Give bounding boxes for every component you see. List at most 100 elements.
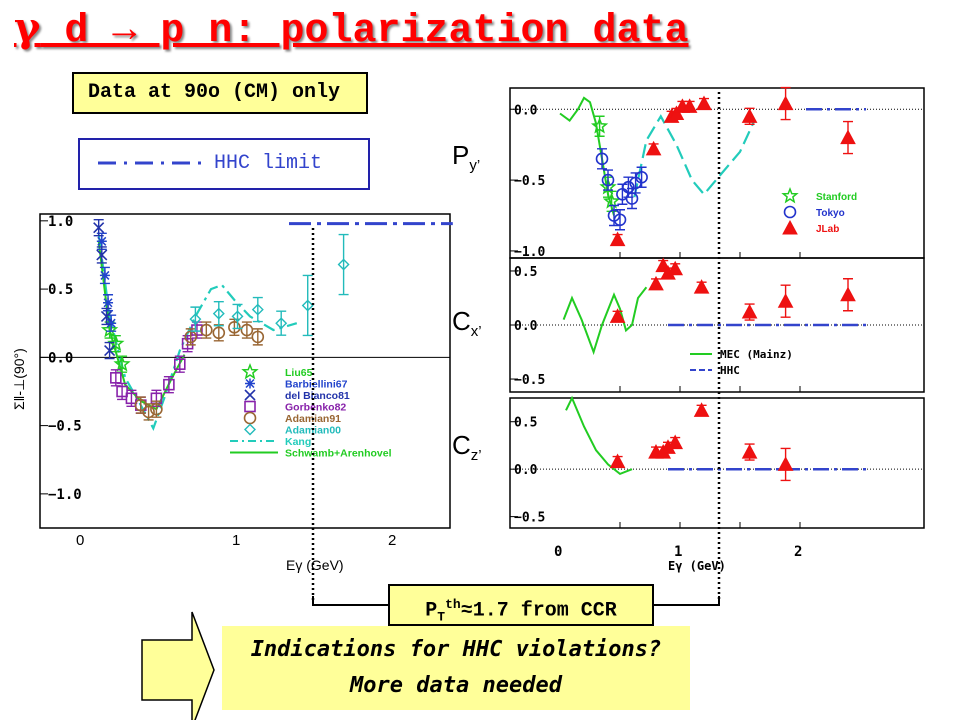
py-legend-marker bbox=[782, 219, 798, 235]
sigma-errbar bbox=[93, 218, 104, 237]
sigma-point bbox=[191, 324, 203, 336]
sigma-errbar bbox=[190, 306, 201, 332]
sigma-point bbox=[174, 358, 186, 370]
py-errbar bbox=[648, 143, 659, 155]
py-point bbox=[777, 95, 794, 111]
sigma-errbar bbox=[213, 324, 224, 342]
sigma-ytick-label: 1.0 bbox=[48, 214, 73, 230]
cz-ytick-label: 0.5 bbox=[514, 416, 537, 431]
sigma-errbar bbox=[213, 300, 224, 327]
py-errbar bbox=[744, 107, 755, 126]
sigma-point bbox=[100, 320, 119, 338]
cz-errbar bbox=[658, 446, 669, 458]
sigma-ytick-label: 0.0 bbox=[48, 350, 73, 366]
sigma-point bbox=[113, 355, 131, 372]
cx-legend-label: HHC bbox=[720, 364, 740, 377]
cx-errbar bbox=[670, 263, 681, 275]
sigma-legend-label: Adamian00 bbox=[285, 425, 341, 437]
cx-point bbox=[655, 257, 672, 273]
sigma-errbar bbox=[232, 303, 243, 330]
schwamb-curve bbox=[97, 241, 186, 411]
sigma-xtick-label: 0 bbox=[76, 532, 84, 549]
py-point bbox=[595, 152, 609, 166]
py-legend-marker bbox=[781, 186, 799, 204]
sigma-errbar bbox=[104, 321, 115, 339]
legend-marker bbox=[244, 400, 256, 413]
sigma-errbar bbox=[151, 400, 162, 418]
bracket-right bbox=[654, 596, 720, 606]
cz-point bbox=[655, 444, 672, 459]
cx-point bbox=[777, 293, 794, 308]
cz-point bbox=[660, 439, 676, 454]
sigma-point bbox=[189, 313, 202, 326]
sigma-legend-label: Adamian91 bbox=[285, 413, 341, 425]
sigma-xtick-label: 1 bbox=[232, 532, 240, 549]
cx-errbar bbox=[612, 310, 623, 323]
sigma-point bbox=[135, 399, 147, 411]
sigma-ylabel: Σ‖-⊥(90°) bbox=[11, 348, 27, 410]
py-errbar bbox=[636, 166, 647, 188]
sigma-errbar bbox=[143, 403, 154, 421]
sigma-errbar bbox=[185, 328, 196, 346]
sigma-ytick-label: −1.0 bbox=[48, 487, 82, 503]
py-errbar bbox=[684, 100, 695, 113]
cx-label: Cx’ bbox=[452, 306, 482, 341]
cx-errbar bbox=[744, 303, 755, 321]
page-title: γ d → p n: polarization data bbox=[14, 4, 689, 54]
py-cyan-curve bbox=[633, 114, 756, 198]
cx-point bbox=[660, 265, 676, 280]
cz-errbar bbox=[780, 447, 791, 482]
sigma-point bbox=[301, 299, 314, 312]
arrow-shape bbox=[141, 611, 215, 720]
legend-marker bbox=[244, 423, 256, 436]
sigma-errbar bbox=[126, 389, 137, 408]
sigma-xtick-label: 2 bbox=[388, 532, 396, 549]
py-point bbox=[840, 129, 856, 145]
sigma-errbar bbox=[174, 355, 185, 373]
sigma-point bbox=[228, 321, 241, 334]
py-point bbox=[601, 173, 615, 187]
sigma-errbar bbox=[241, 321, 252, 339]
sigma-ytick-label: 0.5 bbox=[48, 282, 73, 298]
sigma-point bbox=[96, 236, 107, 247]
sigma-point bbox=[240, 323, 254, 337]
sigma-point bbox=[125, 392, 138, 405]
py-errbar bbox=[597, 148, 607, 170]
cz-ytick-label: 0.0 bbox=[514, 463, 538, 478]
hhc-legend-label: HHC limit bbox=[214, 152, 323, 175]
py-point bbox=[645, 140, 662, 156]
py-ytick-label: −1.0 bbox=[514, 245, 545, 260]
sigma-legend-label: Barbiellini67 bbox=[285, 379, 348, 391]
note-90-degrees: Data at 90o (CM) only bbox=[72, 72, 368, 114]
sigma-frame bbox=[39, 213, 451, 529]
cx-point bbox=[667, 260, 684, 276]
py-errbar bbox=[671, 107, 682, 120]
py-point bbox=[599, 178, 617, 195]
legend-marker bbox=[241, 362, 259, 380]
legend-marker bbox=[245, 378, 255, 389]
cx-point bbox=[648, 275, 664, 291]
sigma-point bbox=[110, 372, 122, 384]
sigma-point bbox=[107, 334, 125, 352]
sigma-legend-label: Schwamb+Arenhovel bbox=[285, 448, 392, 460]
cx-ytick-label: 0.5 bbox=[514, 265, 537, 280]
py-point bbox=[616, 187, 629, 201]
sigma-point bbox=[93, 222, 105, 234]
py-errbar bbox=[615, 209, 625, 231]
py-point bbox=[602, 192, 621, 209]
sigma-point bbox=[116, 385, 128, 398]
py-errbar bbox=[594, 115, 605, 137]
sigma-legend-label: Gorbenko82 bbox=[285, 402, 346, 414]
cx-point bbox=[609, 308, 626, 323]
cz-mec-curve bbox=[565, 395, 633, 476]
conclusion-line-2: More data needed bbox=[350, 673, 562, 698]
sigma-point bbox=[104, 344, 116, 357]
sigma-errbar bbox=[302, 274, 313, 337]
py-errbar bbox=[609, 204, 619, 227]
sigma-point bbox=[142, 405, 155, 419]
cz-point bbox=[777, 456, 794, 471]
py-point bbox=[622, 180, 635, 194]
cz-point bbox=[741, 444, 758, 459]
sigma-errbar bbox=[135, 396, 146, 414]
cz-errbar bbox=[670, 436, 681, 449]
